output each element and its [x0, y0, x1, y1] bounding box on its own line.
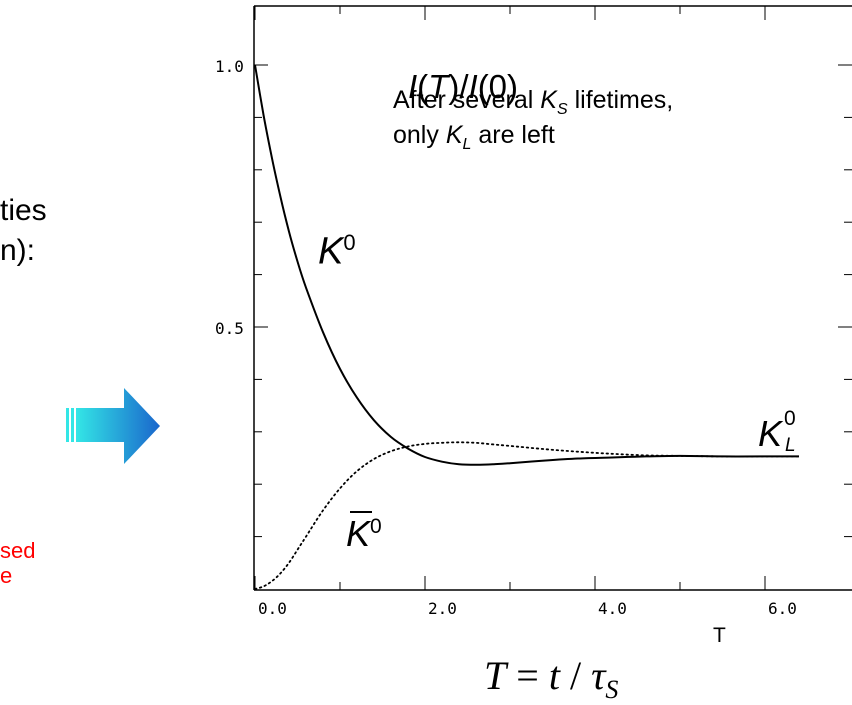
- x-tick-label-4: 4.0: [598, 599, 627, 618]
- y-tick-label-0-5: 0.5: [215, 319, 244, 338]
- text-fragment-e: e: [0, 563, 13, 588]
- x-axis-extra-label: T: [713, 624, 726, 647]
- k0-bar-series-line: [254, 441, 800, 590]
- x-tick-label-6: 6.0: [768, 599, 797, 618]
- kl0-label: K 0 L: [758, 407, 796, 456]
- x-tick-label-2: 2.0: [428, 599, 457, 618]
- text-fragment-sed: sed: [0, 538, 36, 563]
- series-lines: [254, 64, 800, 590]
- axes-frame: [253, 5, 852, 591]
- axis-ticks: [254, 6, 852, 590]
- text-fragment-n-colon: n):: [0, 234, 36, 267]
- k0-series-line: [254, 64, 799, 466]
- y-tick-label-1-0: 1.0: [215, 57, 244, 76]
- x-axis-title: T = t / τS: [484, 653, 619, 704]
- y-axis-label: I(T)/I(0): [408, 68, 519, 105]
- x-tick-label-0: 0.0: [258, 599, 287, 618]
- text-fragment-ties: ties: [0, 194, 47, 227]
- annotation-text: After several KS lifetimes, only KL are …: [393, 86, 674, 153]
- k0-bar-label: K 0: [346, 511, 382, 554]
- k0-label: K0: [318, 230, 356, 273]
- right-arrow-icon: [66, 388, 160, 464]
